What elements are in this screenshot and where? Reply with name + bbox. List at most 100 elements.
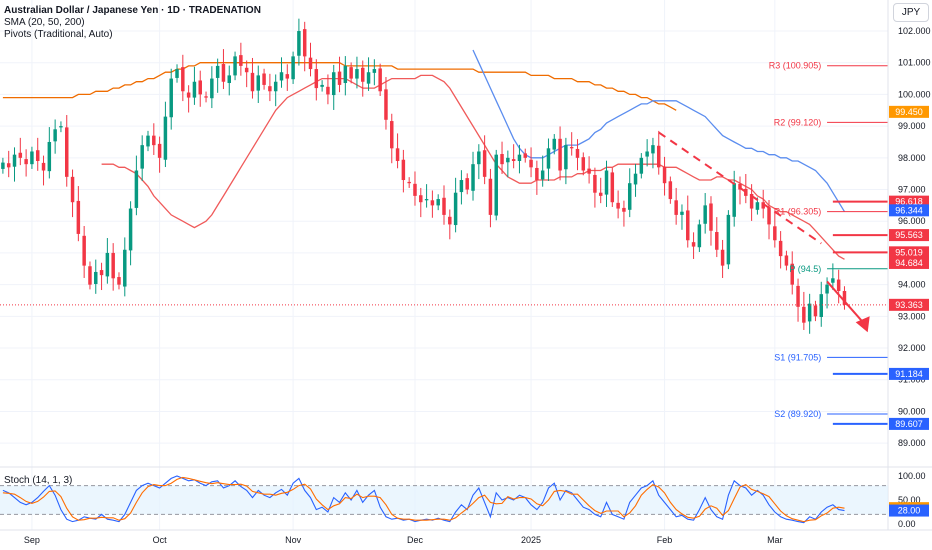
candle-body (610, 172, 615, 203)
candle-body (163, 116, 168, 160)
candle-body (529, 159, 533, 168)
candle-body (761, 202, 765, 209)
candle-body (569, 147, 574, 149)
candle-body (326, 86, 330, 95)
candle-body (134, 170, 139, 208)
arrow-head (855, 316, 870, 333)
price-tag-text: 89.607 (895, 419, 923, 429)
candle-body (825, 284, 829, 294)
price-tag (889, 246, 929, 259)
candle-body (314, 69, 319, 89)
candle-body (198, 80, 202, 95)
candle-body (535, 167, 539, 181)
sma20-line (101, 74, 845, 260)
stoch-legend[interactable]: Stoch (14, 1, 3) (4, 475, 73, 486)
candle-body (186, 92, 191, 98)
candle-body (802, 306, 806, 323)
candle-body (123, 249, 127, 287)
candle-body (59, 126, 63, 128)
candle-body (302, 29, 307, 57)
candle-body (633, 173, 638, 185)
candle-body (65, 127, 69, 177)
candle-body (773, 226, 777, 241)
price-tag-text: 95.563 (895, 230, 923, 240)
candle-body (581, 157, 586, 171)
candle-body (709, 203, 713, 231)
candle-body (390, 121, 394, 149)
pivot-label: S1 (91.705) (774, 352, 821, 362)
candle-body (523, 153, 527, 158)
x-tick-label: Mar (767, 535, 783, 545)
price-tag-text: 91.184 (895, 369, 923, 379)
candle-body (407, 181, 411, 184)
candle-body (128, 208, 133, 251)
currency-button[interactable]: JPY (893, 3, 929, 22)
candle-body (686, 210, 690, 241)
candle-body (813, 305, 818, 317)
price-tag (889, 298, 929, 311)
candle-body (836, 279, 841, 291)
price-tag-text: 96.344 (895, 205, 923, 215)
x-tick-label: 2025 (521, 535, 541, 545)
candle-body (691, 242, 696, 247)
candle-body (494, 154, 498, 216)
candle-body (366, 72, 371, 84)
stoch-tick-label: 100.00 (898, 471, 926, 481)
candle-body (262, 73, 266, 85)
y-tick-label: 92.000 (898, 343, 926, 353)
pivots: R3 (100.905) R2 (99.120) R1 (96.305) P (94.… (769, 61, 888, 419)
time-axis[interactable]: Sep Oct Nov Dec 2025 Feb Mar (0, 529, 932, 545)
candle-body (540, 170, 545, 180)
y-tick-label: 102.000 (898, 26, 931, 36)
pivots-legend[interactable]: Pivots (Traditional, Auto) (4, 29, 113, 40)
candle-body (477, 151, 481, 165)
pivot-label: R3 (100.905) (769, 61, 822, 71)
grid (0, 0, 888, 530)
price-tag-text: 99.450 (895, 107, 923, 117)
candle-body (506, 157, 510, 163)
candle-body (152, 135, 156, 146)
candle-body (471, 164, 475, 191)
candle-body (308, 57, 313, 70)
symbol-title[interactable]: Australian Dollar / Japanese Yen · 1D · … (4, 5, 261, 16)
candle-body (82, 235, 86, 266)
candle-body (227, 75, 231, 84)
candle-body (175, 69, 179, 78)
candle-body (297, 31, 301, 56)
candle-body (378, 68, 382, 92)
candle-body (546, 148, 551, 169)
candle-body (459, 180, 464, 193)
candles (1, 18, 847, 334)
pivot-label: S2 (89.920) (774, 409, 821, 419)
y-tick-label: 89.000 (898, 438, 926, 448)
candle-body (419, 195, 423, 203)
candle-body (430, 200, 435, 206)
candle-body (355, 69, 359, 79)
candle-body (140, 145, 144, 169)
candle-body (796, 285, 800, 307)
x-tick-label: Dec (407, 535, 424, 545)
candle-body (604, 170, 609, 195)
candle-body (30, 151, 34, 165)
candle-body (500, 154, 504, 165)
price-tag (889, 105, 929, 118)
stoch-tick-label: 0.00 (898, 519, 916, 529)
price-tag (889, 256, 929, 269)
candle-body (331, 72, 336, 96)
candle-body (842, 290, 847, 305)
candle-body (587, 168, 591, 174)
candle-body (192, 81, 197, 98)
pivot-label: R1 (96.305) (774, 207, 822, 217)
price-tag-text: 95.019 (895, 247, 923, 257)
candle-body (749, 193, 754, 209)
price-axis[interactable]: 89.00090.00091.00092.00093.00094.00095.0… (887, 0, 931, 530)
sma50-line (472, 49, 846, 213)
candle-body (41, 162, 46, 171)
candle-body (575, 148, 580, 158)
sma-legend[interactable]: SMA (20, 50, 200) (4, 17, 85, 28)
candle-body (726, 214, 731, 265)
candle-body (482, 150, 487, 177)
candle-body (662, 166, 667, 184)
candle-body (320, 84, 324, 87)
